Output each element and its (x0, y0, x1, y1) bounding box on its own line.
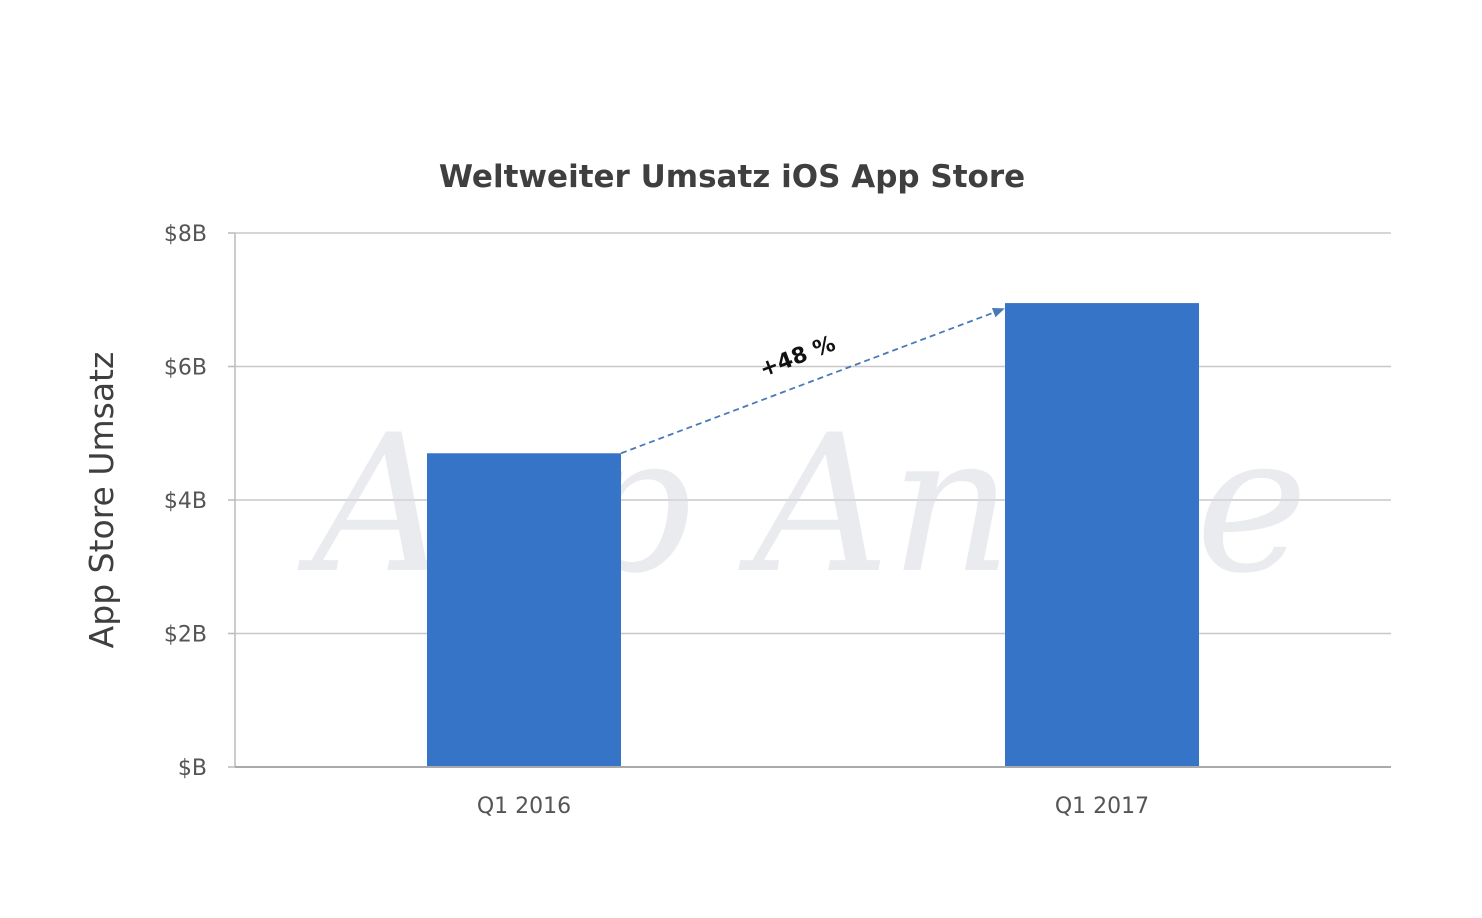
x-tick-label: Q1 2017 (1055, 794, 1149, 819)
x-tick-label: Q1 2016 (477, 794, 571, 819)
x-axis-ticks: Q1 2016 Q1 2017 (477, 794, 1149, 819)
y-tick-label: $4B (164, 489, 207, 514)
chart-title: Weltweiter Umsatz iOS App Store (439, 159, 1025, 195)
bar (1005, 303, 1199, 767)
growth-arrow (620, 307, 1005, 455)
axes (234, 233, 1391, 768)
y-tick-label: $B (178, 756, 207, 781)
bars (427, 303, 1199, 767)
y-axis-label: App Store Umsatz (82, 352, 121, 649)
y-tick-label: $6B (164, 356, 207, 381)
growth-label: +48 % (756, 331, 839, 382)
bar (427, 453, 621, 767)
y-tick-label: $8B (164, 222, 207, 247)
y-axis-ticks: $B $2B $4B $6B $8B (164, 222, 235, 781)
y-tick-label: $2B (164, 623, 207, 648)
